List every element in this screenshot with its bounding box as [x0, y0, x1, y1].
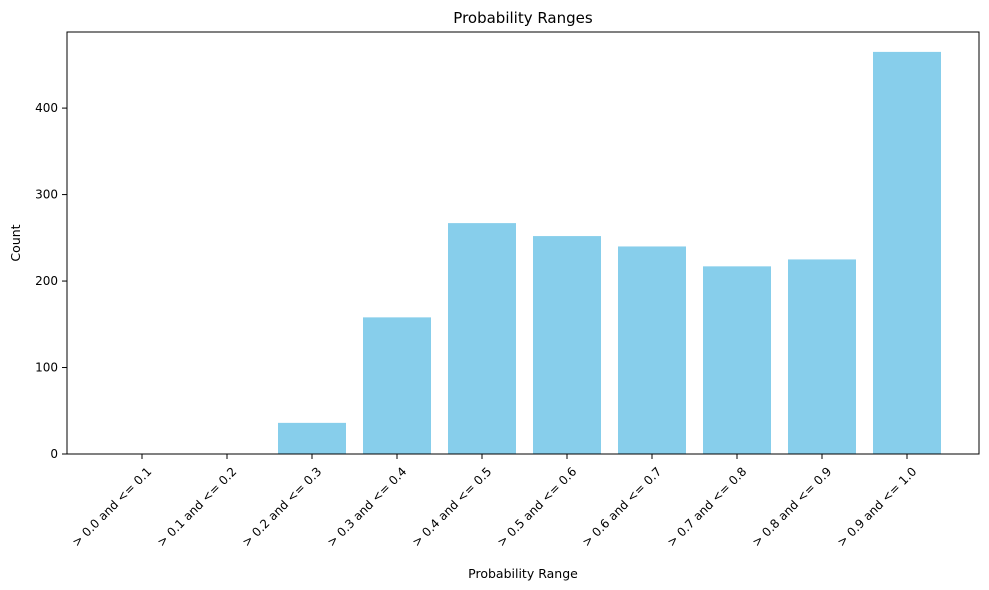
bar-3: [363, 317, 431, 454]
bar-9: [873, 51, 941, 454]
chart-title: Probability Ranges: [453, 9, 593, 27]
bar-5: [533, 236, 601, 454]
x-tick-label-4: > 0.4 and <= 0.5: [409, 464, 494, 549]
plot-frame: [66, 31, 980, 455]
bar-6: [618, 246, 686, 454]
x-tick-label-5: > 0.5 and <= 0.6: [494, 464, 579, 549]
y-tick-label-0: 0: [50, 447, 58, 461]
y-axis-label: Count: [8, 224, 23, 261]
x-tick-label-3: > 0.3 and <= 0.4: [324, 464, 409, 549]
bar-8: [788, 259, 856, 454]
x-tick-label-8: > 0.8 and <= 0.9: [749, 464, 834, 549]
bars-group: [278, 51, 941, 454]
x-tick-label-6: > 0.6 and <= 0.7: [579, 464, 664, 549]
y-tick-label-2: 200: [35, 274, 58, 288]
x-tick-label-2: > 0.2 and <= 0.3: [239, 464, 324, 549]
x-tick-label-1: > 0.1 and <= 0.2: [154, 464, 239, 549]
bar-4: [448, 223, 516, 454]
x-tick-label-7: > 0.7 and <= 0.8: [664, 464, 749, 549]
bar-7: [703, 266, 771, 454]
y-tick-label-3: 300: [35, 188, 58, 202]
x-axis-ticks: > 0.0 and <= 0.1 > 0.1 and <= 0.2 > 0.2 an…: [69, 454, 919, 549]
x-tick-label-9: > 0.9 and <= 1.0: [834, 464, 919, 549]
y-axis-ticks: 0 100 200 300 400: [35, 101, 67, 461]
bar-2: [278, 422, 346, 454]
x-tick-label-0: > 0.0 and <= 0.1: [69, 464, 154, 549]
x-axis-label: Probability Range: [468, 566, 578, 581]
y-tick-label-4: 400: [35, 101, 58, 115]
y-tick-label-1: 100: [35, 361, 58, 375]
